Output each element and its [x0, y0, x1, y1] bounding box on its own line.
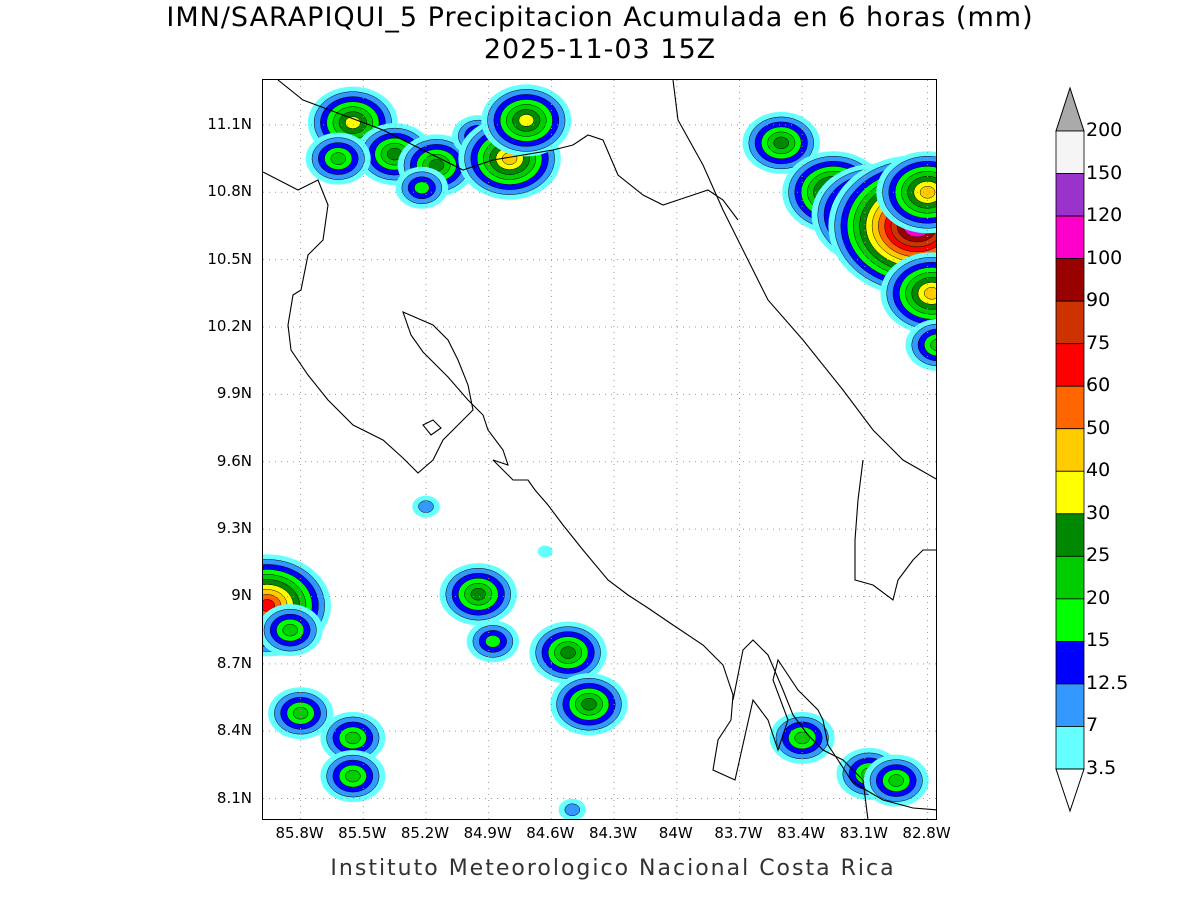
longitude-tick-label: 85.8W: [275, 824, 324, 842]
precip-contour: [581, 697, 597, 711]
colorbar-swatch: [1055, 130, 1085, 174]
latitude-tick-label: 9.9N: [216, 384, 252, 403]
coastline-caribbean: [672, 80, 936, 480]
latitude-tick-label: 10.5N: [207, 249, 252, 268]
precip-contour: [794, 731, 810, 745]
latitude-tick-label: 9N: [231, 586, 252, 605]
colorbar-swatch: [1055, 173, 1085, 217]
colorbar-level-label: 30: [1086, 501, 1111, 524]
colorbar-min-triangle: [1055, 768, 1085, 813]
colorbar-level-label: 3.5: [1086, 757, 1117, 779]
colorbar-swatch: [1055, 683, 1085, 727]
colorbar-level-label: 60: [1086, 374, 1111, 397]
colorbar-swatch: [1055, 470, 1085, 515]
longitude-tick-label: 85.2W: [400, 824, 450, 842]
coastline-bocas: [854, 459, 936, 601]
latitude-tick-label: 9.3N: [216, 519, 252, 538]
precip-contour: [518, 114, 535, 127]
latitude-tick-label: 8.1N: [216, 788, 252, 807]
colorbar-swatch: [1055, 385, 1085, 430]
institution-footer: Instituto Meteorologico Nacional Costa R…: [330, 856, 896, 881]
precip-contour: [485, 635, 501, 648]
precip-contour: [292, 706, 309, 720]
latitude-tick-label: 9.6N: [216, 451, 252, 470]
coastline-pacific: [263, 171, 936, 811]
colorbar-swatch: [1055, 641, 1085, 685]
latitude-tick-label: 8.7N: [216, 653, 252, 672]
colorbar-level-label: 15: [1086, 629, 1111, 652]
longitude-tick-label: 83.7W: [714, 824, 763, 842]
precip-contour: [564, 803, 581, 817]
map-plot-area: [262, 79, 937, 820]
colorbar-level-label: 120: [1086, 204, 1123, 227]
longitude-tick-label: 84.9W: [463, 824, 512, 842]
latitude-tick-label: 10.8N: [207, 182, 252, 201]
precip-contour: [560, 646, 576, 659]
colorbar-level-label: 75: [1086, 331, 1111, 354]
colorbar-level-label: 90: [1086, 289, 1111, 312]
colorbar-swatch: [1055, 428, 1085, 472]
longitude-tick-label: 84W: [658, 824, 693, 842]
precip-contour: [888, 774, 904, 787]
longitude-tick-label: 83.4W: [777, 824, 826, 842]
colorbar-swatch: [1055, 598, 1085, 642]
colorbar-level-label: 200: [1086, 119, 1123, 141]
colorbar-level-label: 7: [1086, 714, 1099, 737]
colorbar-swatch: [1055, 726, 1085, 770]
colorbar-swatch: [1055, 555, 1085, 600]
longitude-tick-label: 85.5W: [338, 824, 387, 842]
longitude-tick-label: 82.8W: [902, 824, 951, 842]
longitude-tick-label: 83.1W: [839, 824, 888, 842]
precip-contour: [773, 136, 790, 150]
colorbar-level-label: 25: [1086, 544, 1111, 567]
precip-contour: [923, 287, 936, 300]
precip-contour: [470, 587, 486, 601]
latitude-tick-label: 10.2N: [207, 317, 252, 335]
colorbar-level-label: 150: [1086, 161, 1123, 184]
longitude-tick-label: 84.6W: [526, 824, 575, 842]
precip-contour: [930, 338, 936, 352]
map-title: IMN/SARAPIQUI_5 Precipitacion Acumulada …: [166, 2, 1034, 33]
precip-contour: [263, 599, 275, 612]
precipitation-colorbar: [1055, 86, 1085, 813]
coastline-gulf-nicoya: [422, 419, 442, 436]
colorbar-swatch: [1055, 343, 1085, 387]
precip-contour: [345, 769, 361, 783]
latitude-tick-label: 8.4N: [216, 721, 252, 740]
border-nicaragua: [277, 80, 739, 221]
colorbar-level-label: 100: [1086, 246, 1123, 269]
colorbar-swatch: [1055, 258, 1085, 302]
colorbar-max-triangle: [1055, 86, 1085, 132]
longitude-tick-label: 84.3W: [588, 824, 638, 842]
colorbar-level-label: 20: [1086, 586, 1111, 609]
precipitation-map: [263, 80, 936, 819]
precip-contour: [345, 731, 361, 745]
map-valid-time: 2025-11-03 15Z: [483, 34, 717, 65]
colorbar-swatch: [1055, 513, 1085, 557]
colorbar-swatch: [1055, 300, 1085, 345]
colorbar-level-label: 40: [1086, 459, 1111, 482]
latitude-tick-label: 11.1N: [207, 114, 252, 133]
border-panama: [732, 639, 869, 819]
colorbar-level-label: 50: [1086, 416, 1111, 439]
precip-contour: [414, 181, 430, 195]
colorbar-swatch: [1055, 215, 1085, 259]
precip-contour: [537, 545, 553, 558]
precip-contour: [282, 623, 298, 637]
precip-contour: [330, 152, 346, 165]
colorbar-level-label: 12.5: [1086, 671, 1129, 694]
